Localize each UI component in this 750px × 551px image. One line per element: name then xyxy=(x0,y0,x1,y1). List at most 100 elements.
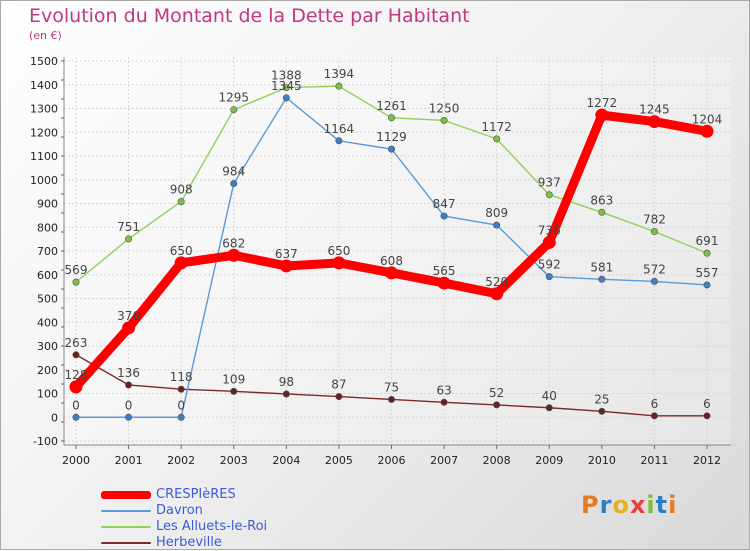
legend-label: Les Alluets-le-Roi xyxy=(156,519,268,534)
data-label-1: 847 xyxy=(433,197,456,211)
data-label-0: 376 xyxy=(117,309,140,323)
series-point-3 xyxy=(125,381,133,389)
series-point-2 xyxy=(335,82,343,90)
series-point-3 xyxy=(650,412,658,420)
data-label-0: 1245 xyxy=(639,103,670,117)
data-label-2: 937 xyxy=(538,176,561,190)
x-tick-label: 2008 xyxy=(483,454,511,467)
series-point-0 xyxy=(122,321,136,335)
data-label-3: 40 xyxy=(542,389,557,403)
data-label-3: 98 xyxy=(279,375,294,389)
series-point-1 xyxy=(493,221,501,229)
data-label-2: 1388 xyxy=(271,69,302,83)
logo-letter: P xyxy=(581,491,600,519)
y-tick-label: 1300 xyxy=(30,103,58,116)
legend-item: Herbeville xyxy=(101,535,267,551)
data-label-0: 520 xyxy=(485,275,508,289)
series-point-2 xyxy=(493,135,501,143)
series-point-0 xyxy=(174,256,188,270)
logo-letter: x xyxy=(629,491,647,519)
series-point-3 xyxy=(177,385,185,393)
series-point-0 xyxy=(700,124,714,138)
data-label-1: 1129 xyxy=(376,130,407,144)
legend: CRESPIèRES Davron Les Alluets-le-Roi Herbev… xyxy=(101,487,267,551)
series-point-2 xyxy=(387,114,395,122)
x-tick-label: 2002 xyxy=(167,454,195,467)
x-tick-label: 2001 xyxy=(115,454,143,467)
series-point-1 xyxy=(177,413,185,421)
series-point-0 xyxy=(69,380,83,394)
series-point-1 xyxy=(387,145,395,153)
data-label-1: 581 xyxy=(590,260,613,274)
data-label-2: 751 xyxy=(117,220,140,234)
data-label-2: 1394 xyxy=(324,67,355,81)
series-point-3 xyxy=(440,398,448,406)
series-point-3 xyxy=(703,412,711,420)
series-point-3 xyxy=(387,395,395,403)
data-label-3: 75 xyxy=(384,380,399,394)
data-label-0: 1272 xyxy=(587,96,618,110)
legend-label: Davron xyxy=(156,503,203,518)
y-tick-label: 0 xyxy=(51,411,58,424)
legend-item: Les Alluets-le-Roi xyxy=(101,519,267,535)
data-label-3: 52 xyxy=(489,386,504,400)
data-label-1: 1164 xyxy=(324,122,355,136)
y-tick-label: 1100 xyxy=(30,150,58,163)
series-point-0 xyxy=(437,276,451,290)
x-tick-label: 2009 xyxy=(535,454,563,467)
data-label-3: 25 xyxy=(594,392,609,406)
data-label-2: 1250 xyxy=(429,101,460,115)
x-tick-label: 2007 xyxy=(430,454,458,467)
data-label-0: 1204 xyxy=(692,112,723,126)
series-point-3 xyxy=(230,387,238,395)
legend-item: CRESPIèRES xyxy=(101,487,267,503)
y-tick-label: 1400 xyxy=(30,79,58,92)
data-label-2: 1261 xyxy=(376,99,407,113)
series-point-1 xyxy=(703,281,711,289)
series-point-3 xyxy=(72,351,80,359)
series-point-2 xyxy=(703,249,711,257)
series-point-3 xyxy=(598,407,606,415)
y-tick-label: 1500 xyxy=(30,55,58,68)
data-label-1: 1345 xyxy=(271,79,302,93)
series-point-1 xyxy=(650,277,658,285)
data-label-3: 263 xyxy=(65,336,88,350)
legend-label: Herbeville xyxy=(156,535,222,550)
series-point-0 xyxy=(647,115,661,129)
data-label-2: 1295 xyxy=(218,91,249,105)
logo-letter: r xyxy=(599,491,613,519)
y-tick-label: 300 xyxy=(37,340,58,353)
data-label-1: 557 xyxy=(696,266,719,280)
x-tick-label: 2011 xyxy=(640,454,668,467)
series-point-0 xyxy=(385,266,398,280)
series-point-2 xyxy=(177,198,185,206)
series-point-0 xyxy=(227,248,241,262)
data-label-1: 572 xyxy=(643,262,666,276)
series-point-0 xyxy=(595,108,609,122)
y-tick-label: 100 xyxy=(37,388,58,401)
legend-swatch xyxy=(101,491,151,499)
series-point-3 xyxy=(335,393,343,401)
series-point-3 xyxy=(493,401,501,409)
data-label-0: 128 xyxy=(65,368,88,382)
data-label-1: 0 xyxy=(72,398,80,412)
data-label-3: 87 xyxy=(331,378,346,392)
series-point-2 xyxy=(72,278,80,286)
x-tick-label: 2003 xyxy=(220,454,248,467)
data-label-0: 608 xyxy=(380,254,403,268)
data-label-2: 569 xyxy=(65,263,88,277)
y-tick-label: 700 xyxy=(37,245,58,258)
data-label-0: 637 xyxy=(275,247,298,261)
legend-swatch xyxy=(101,510,151,512)
data-label-2: 691 xyxy=(696,234,719,248)
x-tick-label: 2004 xyxy=(272,454,300,467)
data-label-2: 1172 xyxy=(481,120,512,134)
y-tick-label: 1200 xyxy=(30,126,58,139)
data-label-0: 650 xyxy=(170,244,193,258)
logo-letter: t xyxy=(655,491,669,519)
chart-title: Evolution du Montant de la Dette par Hab… xyxy=(29,5,470,27)
data-label-3: 118 xyxy=(170,370,193,384)
series-point-2 xyxy=(282,84,290,92)
